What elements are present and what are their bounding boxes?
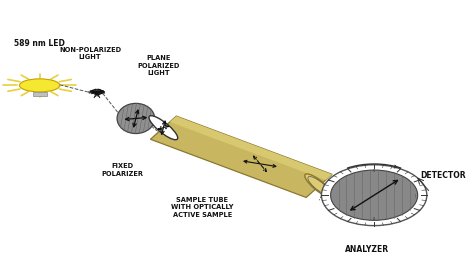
Polygon shape bbox=[150, 116, 332, 197]
Text: NON-POLARIZED
LIGHT: NON-POLARIZED LIGHT bbox=[59, 47, 121, 60]
Text: SAMPLE TUBE
WITH OPTICALLY
ACTIVE SAMPLE: SAMPLE TUBE WITH OPTICALLY ACTIVE SAMPLE bbox=[171, 197, 234, 218]
Text: 8: 8 bbox=[373, 217, 375, 221]
Ellipse shape bbox=[149, 116, 178, 140]
Text: DETECTOR: DETECTOR bbox=[420, 171, 465, 180]
Text: 589 nm LED: 589 nm LED bbox=[14, 39, 65, 48]
Ellipse shape bbox=[117, 103, 155, 134]
Text: 0: 0 bbox=[373, 169, 375, 173]
Bar bbox=[33, 92, 46, 96]
Ellipse shape bbox=[305, 174, 334, 198]
Text: PLANE
POLARIZED
LIGHT: PLANE POLARIZED LIGHT bbox=[137, 55, 180, 76]
Circle shape bbox=[330, 170, 418, 220]
Text: |: | bbox=[415, 193, 416, 197]
Polygon shape bbox=[170, 116, 332, 180]
Text: ANALYZER: ANALYZER bbox=[345, 245, 389, 254]
Ellipse shape bbox=[19, 79, 60, 92]
Circle shape bbox=[321, 165, 427, 226]
Text: FIXED
POLARIZER: FIXED POLARIZER bbox=[101, 163, 143, 177]
